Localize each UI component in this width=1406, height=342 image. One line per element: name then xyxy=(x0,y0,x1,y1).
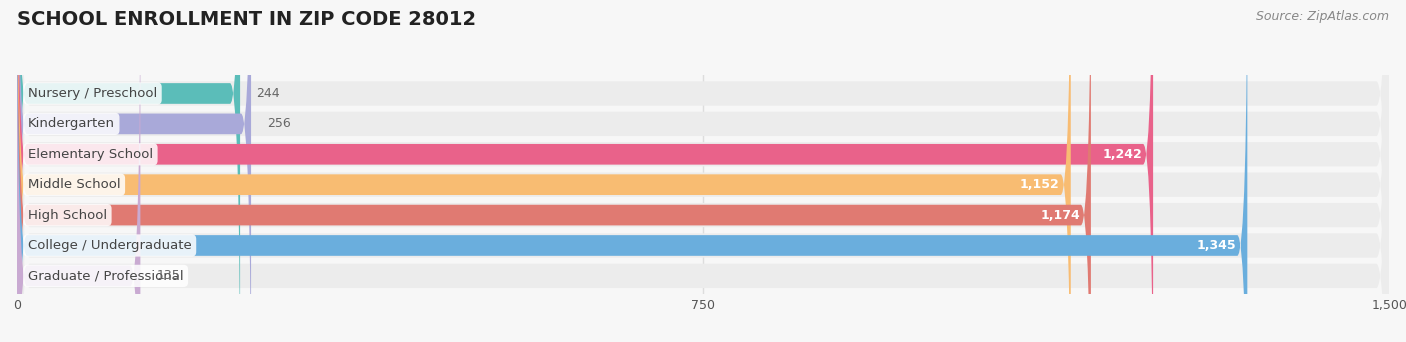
Text: 1,152: 1,152 xyxy=(1019,178,1060,191)
Text: 1,174: 1,174 xyxy=(1040,209,1080,222)
FancyBboxPatch shape xyxy=(17,0,1389,342)
Text: Kindergarten: Kindergarten xyxy=(28,117,115,130)
FancyBboxPatch shape xyxy=(17,0,1389,342)
FancyBboxPatch shape xyxy=(17,0,1389,342)
Text: 244: 244 xyxy=(256,87,280,100)
FancyBboxPatch shape xyxy=(17,0,1389,342)
FancyBboxPatch shape xyxy=(17,0,1389,342)
Text: SCHOOL ENROLLMENT IN ZIP CODE 28012: SCHOOL ENROLLMENT IN ZIP CODE 28012 xyxy=(17,10,477,29)
FancyBboxPatch shape xyxy=(17,0,240,342)
FancyBboxPatch shape xyxy=(17,0,1389,342)
FancyBboxPatch shape xyxy=(17,0,1071,342)
FancyBboxPatch shape xyxy=(17,0,1389,342)
Text: Nursery / Preschool: Nursery / Preschool xyxy=(28,87,157,100)
Text: Middle School: Middle School xyxy=(28,178,121,191)
FancyBboxPatch shape xyxy=(17,0,141,342)
Text: Elementary School: Elementary School xyxy=(28,148,153,161)
Text: College / Undergraduate: College / Undergraduate xyxy=(28,239,191,252)
Text: 1,242: 1,242 xyxy=(1102,148,1142,161)
FancyBboxPatch shape xyxy=(17,0,1247,342)
FancyBboxPatch shape xyxy=(17,0,252,342)
Text: High School: High School xyxy=(28,209,107,222)
FancyBboxPatch shape xyxy=(17,0,1091,342)
Text: 1,345: 1,345 xyxy=(1197,239,1236,252)
Text: Source: ZipAtlas.com: Source: ZipAtlas.com xyxy=(1256,10,1389,23)
Text: 135: 135 xyxy=(157,269,180,282)
Text: 256: 256 xyxy=(267,117,291,130)
FancyBboxPatch shape xyxy=(17,0,1153,342)
Text: Graduate / Professional: Graduate / Professional xyxy=(28,269,183,282)
